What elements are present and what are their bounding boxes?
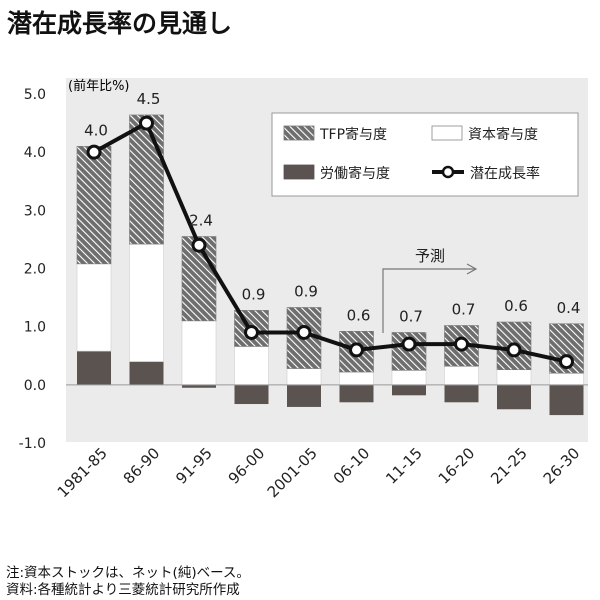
forecast-marker: 予測 [382, 247, 478, 333]
legend-label-line: 潜在成長率 [470, 165, 540, 182]
page-title: 潜在成長率の見通し [7, 9, 233, 38]
value-labels: 4.0 4.5 2.4 0.9 0.9 0.6 0.7 0.7 0.6 0.4 [84, 90, 580, 326]
y-tick-label: -1.0 [19, 436, 46, 452]
growth-line-point [244, 324, 259, 340]
legend-label-tfp: TFP寄与度 [319, 126, 387, 143]
value-label: 0.7 [399, 307, 423, 325]
forecast-bracket [382, 268, 475, 333]
x-tick-label: 11-15 [382, 444, 426, 488]
chart: (前年比%) 5.0 4.0 3.0 2.0 1.0 0.0 -1.0 予測 4.0 4.5 2… [19, 78, 588, 501]
bar-labor [392, 384, 426, 396]
value-label: 2.4 [189, 212, 213, 230]
y-tick-label: 2.0 [24, 262, 46, 278]
bar-labor [549, 384, 584, 416]
x-tick-label: 96-00 [225, 444, 269, 488]
growth-line [86, 115, 574, 370]
legend-box [271, 112, 579, 197]
legend-swatch-marker [441, 165, 455, 179]
growth-line-point [349, 342, 364, 358]
legend-swatch-labor [283, 164, 315, 180]
bars [76, 114, 584, 416]
legend-label-labor: 労働寄与度 [320, 165, 390, 182]
bar-capital [129, 243, 164, 362]
y-tick-label: 0.0 [24, 378, 46, 394]
y-tick-label: 4.0 [24, 145, 46, 161]
bar-labor [182, 384, 216, 388]
growth-line-point [506, 342, 522, 358]
value-label: 4.5 [137, 90, 161, 108]
x-tick-label: 86-90 [120, 444, 164, 488]
x-tick-label: 16-20 [435, 444, 479, 488]
growth-line-point [454, 336, 469, 352]
bar-labor [339, 384, 374, 403]
bar-tfp [76, 146, 112, 265]
bar-capital [496, 369, 532, 386]
x-tick-label: 26-30 [540, 444, 584, 488]
value-label: 0.9 [294, 282, 318, 300]
bar-capital [444, 365, 479, 386]
y-tick-label: 3.0 [24, 203, 46, 219]
legend-label-capital: 資本寄与度 [468, 126, 538, 143]
bar-tfp [129, 114, 164, 245]
growth-line-path [93, 121, 567, 364]
growth-line-point [191, 237, 207, 253]
y-tick-labels: 5.0 4.0 3.0 2.0 1.0 0.0 -1.0 [19, 87, 46, 452]
growth-line-point [559, 354, 574, 370]
bar-capital [234, 346, 269, 386]
bar-labor [287, 384, 321, 407]
value-label: 4.0 [84, 121, 108, 139]
footnote: 注:資本ストックは、ネット(純)ベース。 [6, 565, 250, 581]
bar-labor [77, 351, 111, 385]
x-tick-label: 1981-85 [54, 444, 111, 501]
forecast-arrowhead [466, 263, 478, 275]
bar-labor [444, 384, 479, 403]
value-label: 0.7 [452, 301, 476, 319]
bar-labor [497, 384, 531, 410]
bar-capital [549, 372, 584, 386]
bar-capital [181, 320, 217, 386]
growth-line-point [139, 115, 154, 131]
value-label: 0.4 [557, 299, 581, 317]
growth-line-point [401, 336, 417, 352]
forecast-label: 予測 [415, 247, 445, 265]
growth-line-point [86, 144, 102, 160]
bar-capital [339, 371, 374, 386]
value-label: 0.6 [347, 306, 371, 324]
y-tick-label: 5.0 [24, 87, 46, 103]
growth-line-point [296, 324, 312, 340]
bar-capital [391, 369, 427, 386]
bar-capital [76, 263, 112, 352]
bar-labor [234, 384, 269, 405]
y-tick-label: 1.0 [24, 320, 46, 336]
bar-labor [129, 361, 164, 385]
legend-swatch-capital [431, 125, 463, 141]
x-tick-label: 91-95 [172, 444, 216, 488]
bar-capital [286, 368, 322, 386]
x-tick-label: 06-10 [330, 444, 374, 488]
source-note: 資料:各種統計より三菱統計研究所作成 [6, 582, 240, 598]
legend-swatch-tfp [283, 125, 315, 141]
x-tick-label: 21-25 [487, 444, 531, 488]
y-axis-label: (前年比%) [68, 78, 130, 94]
x-tick-label: 2001-05 [264, 444, 321, 501]
value-label: 0.6 [504, 297, 528, 315]
value-label: 0.9 [242, 285, 266, 303]
